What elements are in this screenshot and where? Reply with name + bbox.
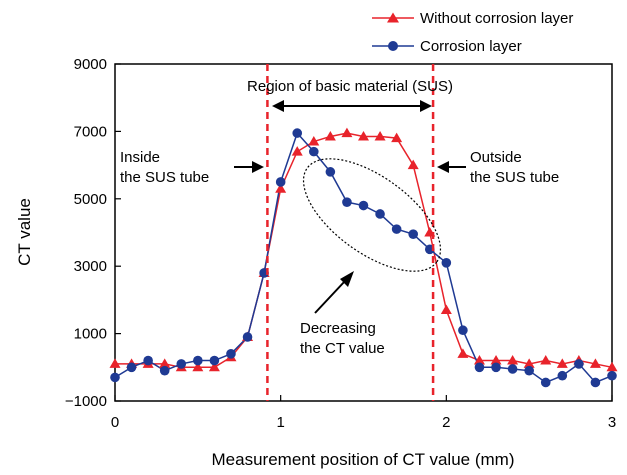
data-point-triangle <box>589 358 601 368</box>
data-point-triangle <box>507 355 519 365</box>
legend-label-corrosion: Corrosion layer <box>420 38 522 55</box>
data-point-circle <box>342 197 352 207</box>
legend-item-corrosion: Corrosion layer <box>372 38 522 55</box>
x-axis-label: Measurement position of CT value (mm) <box>212 450 515 469</box>
data-point-triangle <box>490 355 502 365</box>
data-point-triangle <box>374 130 386 141</box>
data-point-triangle <box>291 146 303 156</box>
decreasing-label-line2: the CT value <box>300 340 385 357</box>
x-tick-label: 0 <box>111 414 119 431</box>
axis-ticks: −1000 1000 3000 5000 7000 9000 0 1 2 3 <box>65 56 616 431</box>
legend: Without corrosion layer Corrosion layer <box>372 10 573 55</box>
legend-marker-without-corrosion <box>387 12 399 23</box>
decreasing-highlight-ellipse <box>302 158 442 272</box>
data-point-circle <box>441 258 452 268</box>
data-point-circle <box>325 167 336 177</box>
data-point-circle <box>507 364 518 374</box>
inside-label-line1: Inside <box>120 149 160 166</box>
data-point-triangle <box>341 127 353 138</box>
data-point-triangle <box>473 355 485 365</box>
data-point-triangle <box>358 130 369 141</box>
data-point-triangle <box>440 304 452 315</box>
y-axis-label: CT value <box>15 198 34 266</box>
data-point-triangle <box>159 358 171 368</box>
data-point-circle <box>524 365 534 376</box>
data-point-circle <box>292 128 303 138</box>
data-point-circle <box>491 362 501 373</box>
data-point-circle <box>126 362 137 373</box>
plot-area <box>114 63 613 402</box>
data-point-circle <box>110 372 120 383</box>
y-tick-label: 3000 <box>74 258 107 275</box>
data-point-circle <box>176 359 187 369</box>
data-point-triangle <box>523 358 535 368</box>
data-point-circle <box>358 200 369 211</box>
y-tick-label: 1000 <box>74 326 107 343</box>
y-tick-label: 7000 <box>74 123 107 140</box>
y-tick-label: 9000 <box>74 56 107 73</box>
data-point-circle <box>209 355 220 366</box>
data-point-circle <box>193 355 203 366</box>
data-point-circle <box>557 370 568 381</box>
data-point-circle <box>474 362 485 373</box>
data-point-circle <box>574 359 584 369</box>
outside-label-line2: the SUS tube <box>470 169 559 186</box>
data-point-triangle <box>606 361 618 372</box>
decreasing-label-line1: Decreasing <box>300 320 376 337</box>
x-tick-label: 3 <box>608 414 616 431</box>
data-point-circle <box>408 229 419 239</box>
data-point-circle <box>540 377 551 388</box>
decreasing-arrow <box>314 271 354 314</box>
data-point-circle <box>590 377 601 388</box>
region-double-arrow <box>272 100 432 112</box>
data-point-circle <box>242 332 253 342</box>
data-point-triangle <box>556 358 568 368</box>
outside-label-line1: Outside <box>470 149 522 166</box>
data-point-triangle <box>308 136 320 146</box>
data-point-triangle <box>391 132 403 143</box>
region-label: Region of basic material (SUS) <box>247 78 453 95</box>
data-point-circle <box>226 349 236 359</box>
inside-label-line2: the SUS tube <box>120 169 209 186</box>
data-point-triangle <box>324 130 336 141</box>
data-point-triangle <box>208 361 220 372</box>
data-point-circle <box>375 209 385 219</box>
legend-item-without-corrosion: Without corrosion layer <box>372 10 573 27</box>
data-point-circle <box>391 224 402 234</box>
inside-arrow <box>234 161 264 173</box>
x-tick-label: 2 <box>442 414 450 431</box>
data-point-circle <box>458 325 468 336</box>
x-tick-label: 1 <box>276 414 284 431</box>
data-point-triangle <box>275 183 287 193</box>
data-point-circle <box>143 355 153 366</box>
data-point-circle <box>607 370 617 381</box>
data-point-triangle <box>407 159 419 170</box>
y-tick-label: −1000 <box>65 393 107 410</box>
data-point-circle <box>275 177 286 187</box>
series-layer <box>109 127 618 388</box>
data-point-circle <box>159 365 170 376</box>
outside-arrow <box>437 161 466 173</box>
data-point-triangle <box>109 358 121 368</box>
data-point-triangle <box>192 361 204 372</box>
legend-marker-corrosion <box>388 41 398 51</box>
legend-label-without-corrosion: Without corrosion layer <box>420 10 573 27</box>
y-tick-label: 5000 <box>74 191 107 208</box>
data-point-triangle <box>457 348 469 358</box>
data-point-circle <box>309 146 319 157</box>
data-point-triangle <box>540 355 552 365</box>
